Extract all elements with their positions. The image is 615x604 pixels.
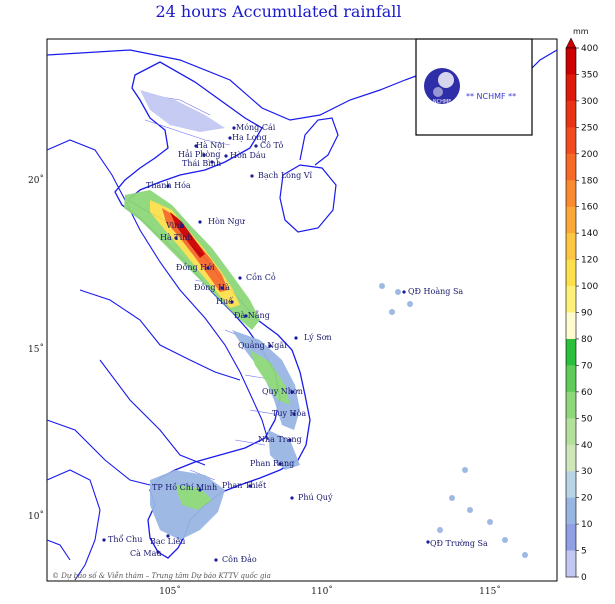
place-labels: Móng Cái Hạ Long Cô Tô Hà Nội Hải Phòng … bbox=[102, 123, 488, 564]
place-label: Đà Nẵng bbox=[234, 311, 270, 320]
colorbar-tick-label: 120 bbox=[581, 256, 598, 266]
place-label: Thanh Hóa bbox=[146, 181, 191, 190]
place-label: TP Hồ Chí Minh bbox=[152, 483, 217, 492]
colorbar-swatch bbox=[566, 180, 576, 208]
colorbar-swatch bbox=[566, 286, 576, 313]
place-label: QĐ Hoàng Sa bbox=[408, 287, 463, 296]
place-label: Phan Rang bbox=[250, 459, 294, 468]
nchmf-logo-box: NCHMF ** NCHMF ** bbox=[415, 38, 533, 136]
colorbar-tick-label: 350 bbox=[581, 70, 598, 80]
colorbar-tick-label: 400 bbox=[581, 44, 598, 54]
place-label: Móng Cái bbox=[236, 123, 276, 132]
colorbar-tick-label: 180 bbox=[581, 176, 598, 186]
lon-tick: 115˚ bbox=[479, 585, 501, 597]
colorbar-tick-label: 60 bbox=[581, 388, 593, 398]
place-label: Hạ Long bbox=[232, 133, 267, 142]
place-label: Bạch Long Vĩ bbox=[258, 171, 313, 180]
place-label: Phú Quý bbox=[298, 493, 333, 502]
colorbar-swatch bbox=[566, 100, 576, 128]
colorbar-tick-label: 250 bbox=[581, 123, 598, 133]
hainan-island bbox=[279, 164, 337, 233]
place-label: Thổ Chu bbox=[108, 535, 142, 544]
place-label: Quảng Ngãi bbox=[238, 341, 287, 350]
place-label: Hà Nội bbox=[196, 141, 225, 150]
colorbar-tick-label: 20 bbox=[581, 494, 593, 504]
place-label: Huế bbox=[216, 297, 233, 306]
colorbar-swatch bbox=[566, 127, 576, 155]
place-label: Côn Đảo bbox=[222, 555, 257, 564]
place-label: Vinh bbox=[165, 221, 185, 230]
colorbar-swatch bbox=[566, 338, 576, 366]
colorbar-swatch bbox=[566, 365, 576, 393]
colorbar-tick-label: 10 bbox=[581, 520, 593, 530]
lat-tick: 15˚ bbox=[28, 343, 44, 355]
colorbar: 4003503002502001801601401201009080706050… bbox=[565, 37, 598, 583]
colorbar-swatch bbox=[566, 524, 576, 551]
place-label: Quy Nhơn bbox=[262, 387, 303, 396]
colorbar-swatch bbox=[566, 391, 576, 419]
copyright-text: © Dự báo số & Viễn thám – Trung tâm Dự b… bbox=[52, 571, 271, 580]
country-borders bbox=[46, 139, 269, 486]
colorbar-tick-label: 200 bbox=[581, 150, 598, 160]
emblem-text: NCHMF bbox=[433, 99, 451, 105]
lon-tick: 105˚ bbox=[159, 585, 181, 597]
colorbar-unit: mm bbox=[573, 27, 589, 36]
colorbar-swatch bbox=[566, 233, 576, 260]
lat-tick: 10˚ bbox=[28, 510, 44, 522]
colorbar-tick-label: 140 bbox=[581, 229, 598, 239]
axis-labels: 105˚ 110˚ 115˚ 20˚ 15˚ 10˚ bbox=[28, 174, 501, 597]
place-label: Hòn Ngư bbox=[208, 217, 246, 226]
colorbar-swatch bbox=[566, 444, 576, 472]
colorbar-tick-label: 300 bbox=[581, 97, 598, 107]
place-label: Phan Thiết bbox=[222, 481, 267, 490]
colorbar-swatch bbox=[566, 74, 576, 102]
place-label: Hải Phòng bbox=[178, 150, 220, 159]
colorbar-tick-label: 5 bbox=[581, 547, 587, 557]
colorbar-tick-label: 50 bbox=[581, 414, 593, 424]
lon-tick: 110˚ bbox=[311, 585, 333, 597]
colorbar-swatch bbox=[566, 471, 576, 499]
place-label: Đồng Hới bbox=[176, 263, 215, 272]
leizhou-peninsula bbox=[299, 117, 339, 166]
place-label: Nha Trang bbox=[258, 435, 302, 444]
colorbar-tick-label: 160 bbox=[581, 203, 598, 213]
colorbar-arrow bbox=[565, 37, 577, 49]
colorbar-swatch bbox=[566, 418, 576, 446]
rainfall-shading bbox=[124, 90, 528, 558]
place-label: Bạc Liêu bbox=[150, 537, 185, 546]
place-label: Đông Hà bbox=[194, 283, 230, 292]
place-label: Cồn Cỏ bbox=[246, 273, 276, 282]
nchmf-label: ** NCHMF ** bbox=[466, 92, 516, 101]
colorbar-swatch bbox=[566, 497, 576, 525]
place-label: QĐ Trường Sa bbox=[430, 539, 488, 548]
colorbar-tick-label: 40 bbox=[581, 441, 593, 451]
colorbar-tick-label: 0 bbox=[581, 573, 587, 583]
place-label: Cà Mau bbox=[130, 549, 162, 558]
lat-tick: 20˚ bbox=[28, 174, 44, 186]
colorbar-tick-label: 80 bbox=[581, 335, 593, 345]
colorbar-swatch bbox=[566, 312, 576, 340]
colorbar-swatch bbox=[566, 48, 576, 75]
place-label: Lý Sơn bbox=[304, 333, 332, 342]
place-label: Cô Tô bbox=[260, 141, 284, 150]
colorbar-tick-label: 30 bbox=[581, 467, 593, 477]
colorbar-tick-label: 100 bbox=[581, 282, 598, 292]
colorbar-swatch bbox=[566, 259, 576, 287]
colorbar-swatch bbox=[566, 153, 576, 181]
colorbar-tick-label: 90 bbox=[581, 309, 593, 319]
colorbar-swatch bbox=[566, 550, 576, 578]
place-label: Hà Tĩnh bbox=[160, 233, 193, 242]
map-title: 24 hours Accumulated rainfall bbox=[155, 2, 402, 21]
colorbar-swatch bbox=[566, 206, 576, 234]
place-label: Hòn Dáu bbox=[230, 151, 266, 160]
place-label: Thái Bình bbox=[182, 159, 221, 168]
gulf-coast bbox=[46, 469, 101, 581]
place-label: Tuy Hòa bbox=[272, 409, 306, 418]
colorbar-tick-label: 70 bbox=[581, 361, 593, 371]
